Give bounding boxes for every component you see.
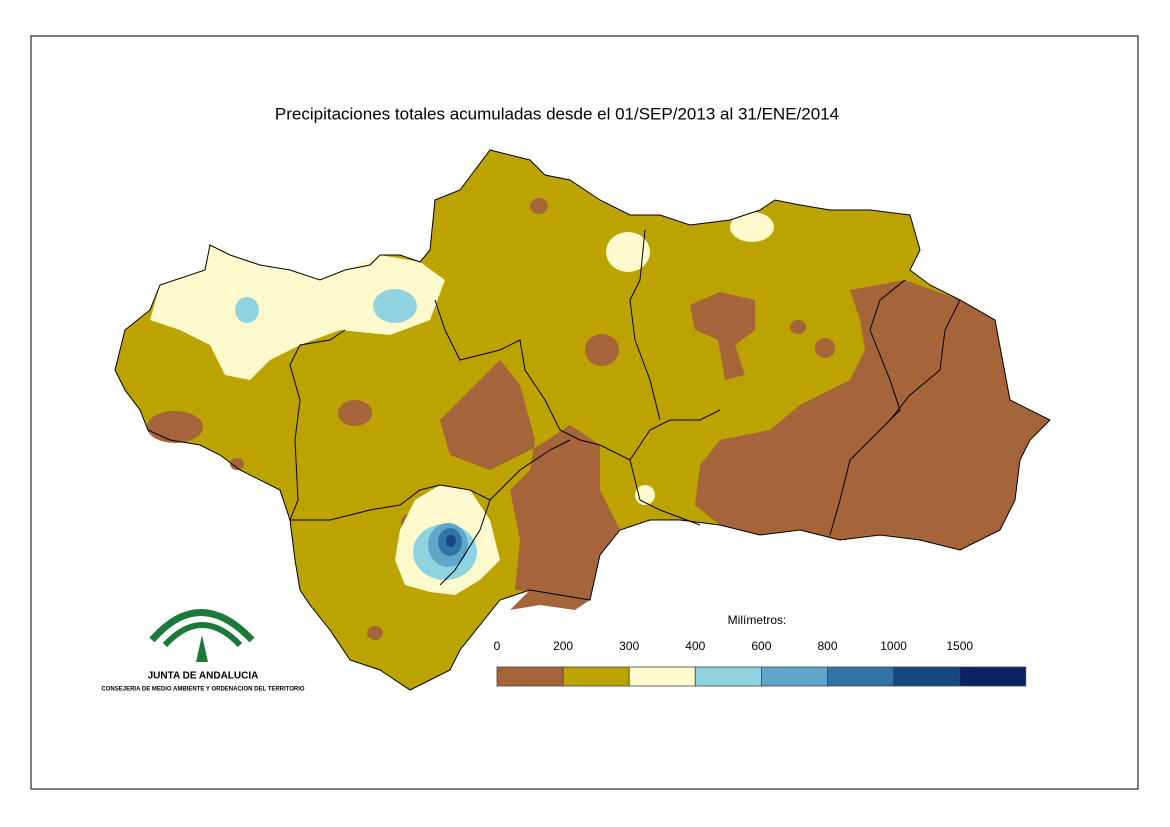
province-border — [290, 484, 491, 586]
legend-swatch — [959, 666, 1027, 687]
patch — [338, 400, 372, 426]
province-border — [629, 229, 661, 421]
patch — [147, 411, 203, 443]
patch — [235, 297, 259, 323]
patch — [815, 338, 835, 358]
region-west — [150, 245, 445, 380]
region-east — [695, 280, 1050, 550]
legend-swatch — [694, 666, 762, 687]
province-border — [829, 329, 901, 536]
logo: JUNTA DE ANDALUCIA CONSEJERIA DE MEDIO A… — [101, 609, 305, 693]
legend-tick-label: 400 — [685, 639, 705, 653]
legend-tick-label: 800 — [817, 639, 837, 653]
legend-tick-label: 600 — [751, 639, 771, 653]
province-border — [289, 329, 346, 366]
patch — [585, 334, 619, 366]
legend-label: Milímetros: — [728, 613, 787, 627]
province-border — [629, 459, 701, 526]
map-title: Precipitaciones totales acumuladas desde… — [275, 104, 839, 123]
province-border — [869, 279, 906, 331]
legend-swatch — [893, 666, 961, 687]
patch — [606, 232, 650, 272]
legend-tick-label: 1000 — [880, 639, 907, 653]
legend-swatch — [562, 666, 630, 687]
patch — [230, 458, 244, 470]
province-border — [434, 299, 721, 461]
region-jaen — [690, 292, 755, 380]
patch — [790, 320, 806, 334]
patch — [510, 590, 590, 610]
outline — [114, 149, 1051, 691]
province-border — [889, 299, 961, 421]
legend-tick-label: 1500 — [946, 639, 973, 653]
patch — [530, 198, 548, 214]
province-border — [489, 439, 571, 501]
patch — [730, 212, 774, 242]
province-border — [289, 364, 301, 521]
map — [114, 149, 1051, 691]
logo-name: JUNTA DE ANDALUCIA — [148, 671, 259, 682]
legend-swatch — [628, 666, 696, 687]
legend-tick-label: 0 — [494, 639, 501, 653]
legend-tick-label: 300 — [619, 639, 639, 653]
patch — [446, 535, 456, 547]
logo-subtitle: CONSEJERIA DE MEDIO AMBIENTE Y ORDENACIO… — [101, 687, 304, 693]
legend-swatch — [496, 666, 564, 687]
patch — [373, 289, 417, 323]
legend: 0 200 300 400 600 800 1000 1500 — [494, 639, 1027, 687]
patch — [367, 626, 383, 640]
logo-arc — [149, 609, 255, 643]
logo-arch — [196, 635, 208, 662]
logo-arc — [162, 622, 243, 648]
legend-tick-label: 200 — [553, 639, 573, 653]
legend-swatch — [827, 666, 894, 687]
region-central — [440, 360, 620, 600]
legend-swatch — [761, 666, 828, 687]
